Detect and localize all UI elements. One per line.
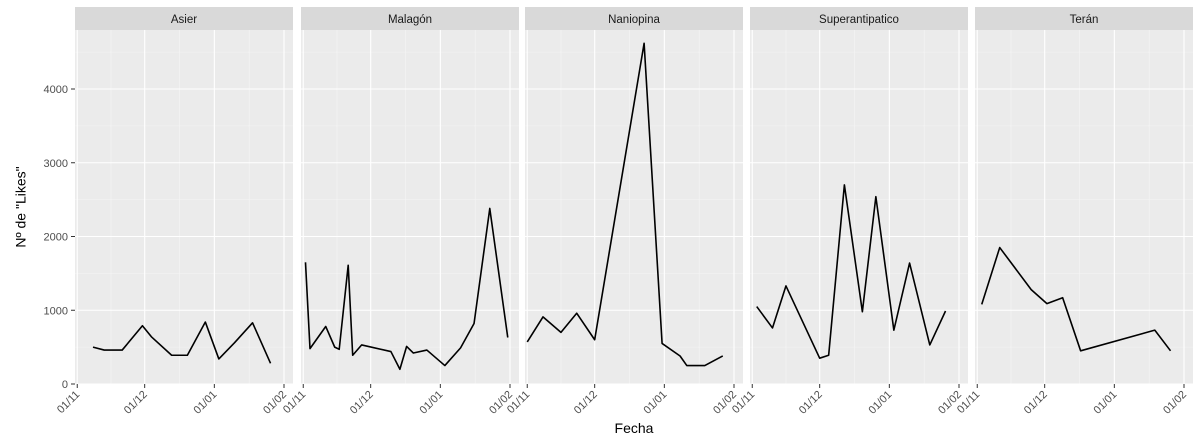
facet-strip — [975, 7, 1193, 30]
series-line-malagón — [304, 207, 509, 371]
x-tick-label: 01/01 — [192, 389, 220, 417]
series-line-superantipatico — [756, 184, 947, 359]
facet-panels: Asier 01/11 01/12 01/01 01/02 Malagón 01/11 01/… — [55, 7, 1193, 417]
panel-background — [75, 30, 293, 384]
x-tick-label: 01/01 — [867, 389, 895, 417]
facet-strip — [301, 7, 519, 30]
x-tick-label: 01/11 — [55, 389, 82, 416]
facet-strip — [75, 7, 293, 30]
y-axis-title: Nº de "Likes" — [13, 166, 29, 247]
x-tick-label: 01/02 — [1161, 389, 1189, 417]
y-tick-label: 3000 — [44, 158, 68, 170]
facet-strip-label: Superantipatico — [819, 14, 899, 26]
x-tick-label: 01/01 — [642, 389, 670, 417]
panel-background — [301, 30, 519, 384]
series-line-asier — [92, 321, 272, 364]
y-tick-label: 2000 — [44, 232, 68, 244]
x-tick-label: 01/12 — [1022, 389, 1050, 417]
x-tick-label: 01/11 — [281, 389, 308, 416]
facet-strip-label: Asier — [171, 14, 197, 26]
facet-strip-label: Terán — [1070, 14, 1099, 26]
y-tick-label: 4000 — [44, 84, 68, 96]
x-tick-label: 01/12 — [348, 389, 376, 417]
facet-strip — [525, 7, 743, 30]
x-tick-label: 01/01 — [418, 389, 446, 417]
panel-background — [525, 30, 743, 384]
x-tick-label: 01/12 — [122, 389, 150, 417]
x-tick-label: 01/12 — [572, 389, 600, 417]
series-line-terán — [980, 246, 1172, 352]
y-tick-label: 0 — [62, 379, 68, 391]
y-tick-label: 1000 — [44, 305, 68, 317]
x-axis-title: Fecha — [615, 420, 654, 436]
x-tick-label: 01/12 — [797, 389, 825, 417]
y-axis: 0 1000 2000 3000 4000 — [44, 84, 75, 391]
facet-strip-label: Malagón — [388, 14, 432, 26]
series-line-naniopina — [526, 42, 724, 367]
facet-strip-label: Naniopina — [608, 14, 660, 26]
panel-background — [750, 30, 968, 384]
x-tick-label: 01/01 — [1092, 389, 1120, 417]
facet-strip — [750, 7, 968, 30]
panel-background — [975, 30, 1193, 384]
